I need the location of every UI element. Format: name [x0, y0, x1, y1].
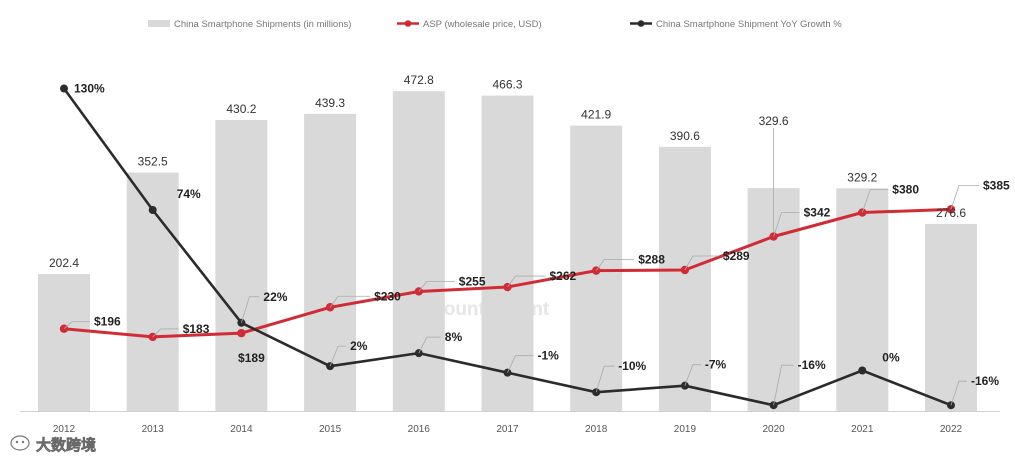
bar-value-label-2016: 472.8 [404, 73, 434, 87]
bar-value-label-2015: 439.3 [315, 96, 345, 110]
growth-value-label-2017: -1% [538, 349, 560, 363]
growth-label-leader-2017 [507, 355, 534, 373]
asp-label-leader-2019 [684, 255, 719, 271]
growth-value-label-2012: 130% [74, 82, 105, 96]
bar-value-label-2018: 421.9 [581, 108, 611, 122]
corner-watermark-text: 大数跨境 [36, 436, 96, 454]
bar-value-label-2017: 466.3 [492, 78, 522, 92]
x-axis: 2012 2013 2014 2015 2016 2017 2018 2019 2020 2021… [20, 411, 1000, 435]
corner-watermark: 大数跨境 [10, 435, 96, 454]
growth-point-2012 [60, 84, 68, 93]
bar-2015 [304, 113, 357, 411]
legend-item-growth-legend: China Smartphone Shipment YoY Growth % [630, 19, 842, 30]
growth-point-2021 [858, 366, 867, 375]
legend-label: ASP (wholesale price, USD) [423, 19, 542, 30]
growth-value-label-2021: 0% [882, 351, 900, 365]
growth-value-label-2015: 2% [350, 339, 368, 353]
asp-value-label-2012: $196 [94, 315, 121, 329]
bar-value-label-2022: 276.6 [936, 206, 966, 220]
legend-swatch-marker [404, 20, 412, 27]
growth-value-label-2020: -16% [798, 358, 826, 372]
bar-2017 [481, 95, 534, 412]
growth-label-leader-2020 [773, 364, 794, 406]
asp-value-label-2022: $385 [983, 178, 1010, 192]
corner-logo-icon [10, 435, 30, 451]
legend-swatch-bar [148, 20, 170, 27]
asp-label-leader-2020 [773, 212, 800, 237]
x-tick-label-2021: 2021 [851, 424, 874, 435]
legend: China Smartphone Shipments (in millions)… [148, 19, 842, 30]
asp-value-label-2013: $183 [183, 322, 210, 336]
growth-label-leader-2018 [595, 365, 615, 393]
growth-label-leader-2015 [329, 345, 347, 367]
asp-label-leader-2012 [63, 321, 90, 330]
legend-item-bar-legend: China Smartphone Shipments (in millions) [148, 19, 351, 30]
shipment-bars [38, 91, 977, 412]
growth-label-leader-2014 [241, 296, 260, 323]
asp-label-leader-2017 [507, 275, 546, 288]
data-labels: 202.4 352.5 430.2 439.3 472.8 466.3 421.9 390.6… [49, 73, 1010, 406]
legend-swatch-marker [637, 20, 645, 27]
asp-label-leader-2016 [418, 281, 455, 292]
growth-point-2013 [148, 205, 157, 214]
corner-logo-bubble [10, 435, 30, 451]
asp-label-leader-2018 [595, 259, 635, 271]
growth-value-label-2016: 8% [445, 330, 463, 344]
bar-value-label-2021: 329.2 [847, 170, 877, 184]
x-tick-label-2014: 2014 [230, 424, 253, 435]
x-tick-label-2012: 2012 [53, 424, 76, 435]
asp-value-label-2016: $255 [459, 274, 486, 288]
legend-label: China Smartphone Shipments (in millions) [174, 19, 351, 30]
growth-value-label-2014: 22% [263, 290, 287, 304]
corner-logo-eye-right [21, 440, 25, 444]
asp-label-leader-2013 [152, 328, 179, 338]
bar-2016 [392, 91, 445, 411]
growth-value-label-2018: -10% [618, 359, 646, 373]
asp-point-2015 [325, 303, 335, 312]
asp-point-2014 [237, 328, 246, 338]
x-tick-label-2013: 2013 [142, 424, 165, 435]
bar-2022 [925, 223, 977, 411]
x-tick-label-2020: 2020 [762, 424, 785, 435]
legend-label: China Smartphone Shipment YoY Growth % [656, 19, 842, 30]
x-tick-label-2016: 2016 [408, 424, 431, 435]
asp-value-label-2019: $289 [723, 249, 750, 263]
x-tick-label-2022: 2022 [940, 424, 963, 435]
x-tick-label-2017: 2017 [496, 424, 519, 435]
growth-value-label-2022: -16% [971, 374, 999, 388]
bar-value-label-2020: 329.6 [759, 114, 789, 128]
asp-value-label-2021: $380 [892, 183, 919, 197]
asp-label-leader-2015 [329, 295, 371, 308]
asp-value-label-2014: $189 [238, 351, 265, 365]
corner-logo-eye-left [15, 440, 19, 444]
bar-2019 [658, 146, 711, 411]
growth-value-label-2013: 74% [177, 187, 201, 201]
bar-value-label-2012: 202.4 [49, 256, 79, 270]
growth-label-leader-2016 [418, 336, 441, 354]
asp-value-label-2018: $288 [638, 253, 665, 267]
asp-value-label-2020: $342 [804, 206, 831, 220]
growth-value-label-2019: -7% [705, 358, 727, 372]
bar-2014 [215, 120, 268, 411]
bar-value-label-2019: 390.6 [670, 129, 700, 143]
asp-label-leader-2022 [950, 184, 979, 210]
x-tick-label-2018: 2018 [585, 424, 608, 435]
asp-value-label-2017: $262 [550, 269, 577, 283]
bar-2012 [38, 274, 90, 411]
x-tick-label-2019: 2019 [674, 424, 697, 435]
growth-label-leader-2019 [684, 364, 701, 386]
legend-item-asp-legend: ASP (wholesale price, USD) [397, 19, 542, 30]
bar-value-label-2014: 430.2 [226, 102, 256, 116]
growth-label-leader-2022 [950, 380, 967, 406]
bar-value-label-2013: 352.5 [138, 155, 168, 169]
x-tick-label-2015: 2015 [319, 424, 342, 435]
asp-value-label-2015: $230 [374, 289, 401, 303]
asp-label-leader-2021 [861, 189, 889, 213]
